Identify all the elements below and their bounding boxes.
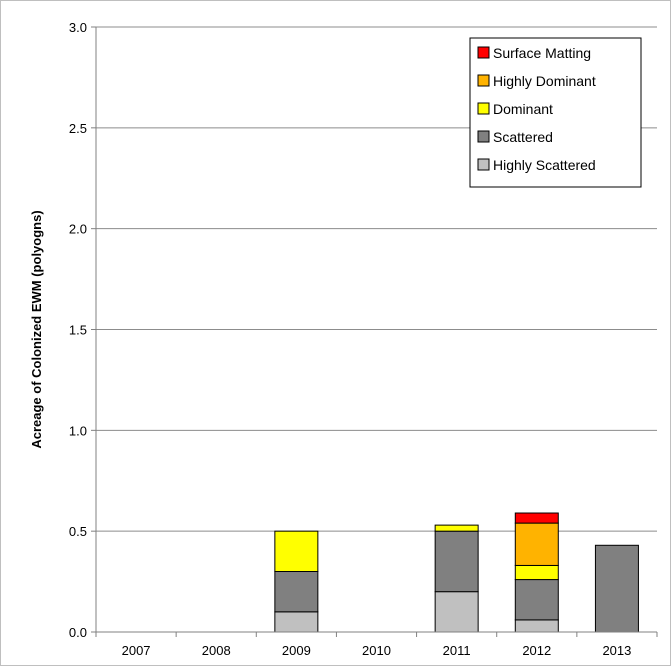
legend-label: Scattered — [493, 129, 553, 145]
legend: Surface Matting Highly Dominant Dominant Sc… — [469, 37, 642, 188]
x-tick-label: 2011 — [443, 643, 471, 658]
x-tick-label: 2009 — [282, 643, 311, 658]
y-tick-label: 3.0 — [69, 20, 87, 35]
y-tick-label: 2.0 — [69, 222, 87, 237]
bar-segment-scattered-2011 — [434, 530, 479, 593]
bar-segment-dominant-2011 — [434, 524, 479, 532]
x-tick-label: 2007 — [122, 643, 151, 658]
legend-swatch — [477, 46, 490, 59]
x-tick-labels: 2007 2008 2009 2010 2011 2012 2013 — [122, 643, 632, 658]
bar-segment-dominant-2012 — [514, 564, 559, 581]
y-tick-label: 0.5 — [69, 524, 87, 539]
bar-segment-highly-scattered-2009 — [274, 611, 319, 633]
legend-swatch — [477, 74, 490, 87]
bar-segment-surface-matting-2012 — [514, 512, 559, 524]
bar-segment-highly-scattered-2012 — [514, 619, 559, 633]
y-tick-label: 0.0 — [69, 625, 87, 640]
bar-segment-scattered-2009 — [274, 571, 319, 613]
y-tick-labels: 0.0 0.5 1.0 1.5 2.0 2.5 3.0 — [69, 20, 87, 640]
bars — [274, 512, 639, 633]
legend-label: Highly Dominant — [493, 73, 596, 89]
y-tick-label: 1.0 — [69, 423, 87, 438]
y-tick-label: 1.5 — [69, 323, 87, 338]
legend-box — [469, 37, 642, 188]
bar-segment-highly-scattered-2011 — [434, 591, 479, 633]
gridlines — [96, 26, 657, 532]
y-tick-label: 2.5 — [69, 121, 87, 136]
bar-segment-highly-dominant-2012 — [514, 522, 559, 566]
bar-segment-dominant-2009 — [274, 530, 319, 573]
x-tick-label: 2012 — [522, 643, 551, 658]
bar-segment-scattered-2013 — [594, 544, 639, 633]
legend-swatch — [477, 130, 490, 143]
y-axis-title: Acreage of Colonized EWM (polyogns) — [29, 210, 44, 448]
axes — [91, 26, 658, 637]
x-tick-label: 2008 — [202, 643, 231, 658]
legend-label: Surface Matting — [493, 45, 591, 61]
legend-label: Highly Scattered — [493, 157, 596, 173]
x-tick-label: 2013 — [602, 643, 631, 658]
legend-swatch — [477, 158, 490, 171]
bar-segment-scattered-2012 — [514, 579, 559, 621]
x-tick-label: 2010 — [362, 643, 391, 658]
legend-swatch — [477, 102, 490, 115]
legend-label: Dominant — [493, 101, 553, 117]
